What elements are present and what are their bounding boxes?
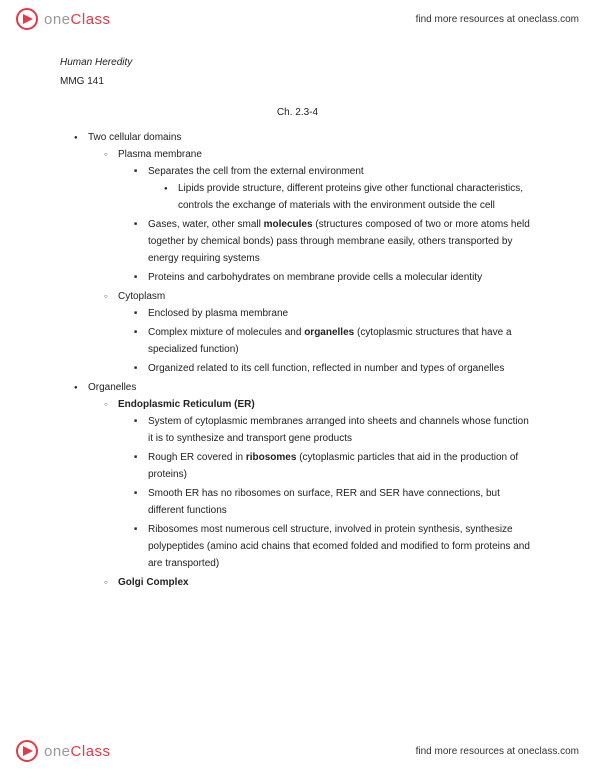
play-circle-icon <box>16 8 38 30</box>
logo-part-class: Class <box>71 743 111 760</box>
page-footer: oneClass find more resources at oneclass… <box>0 736 595 770</box>
item-text: Complex mixture of molecules and <box>148 327 304 338</box>
bold-term: Endoplasmic Reticulum (ER) <box>118 399 255 410</box>
list-level2: Plasma membrane Separates the cell from … <box>88 146 535 377</box>
list-item: Proteins and carbohydrates on membrane p… <box>148 269 535 286</box>
list-item: Organized related to its cell function, … <box>148 360 535 377</box>
list-item: Organelles Endoplasmic Reticulum (ER) Sy… <box>88 379 535 591</box>
logo-part-one: one <box>44 11 71 28</box>
doc-chapter: Ch. 2.3-4 <box>60 104 535 121</box>
list-item: Two cellular domains Plasma membrane Sep… <box>88 129 535 377</box>
list-item: Lipids provide structure, different prot… <box>178 180 535 214</box>
header-resource-link[interactable]: find more resources at oneclass.com <box>416 14 579 25</box>
list-item: Complex mixture of molecules and organel… <box>148 324 535 358</box>
play-circle-icon <box>16 740 38 762</box>
logo-part-one: one <box>44 743 71 760</box>
bold-term: Golgi Complex <box>118 577 189 588</box>
item-text: Organized related to its cell function, … <box>148 363 504 374</box>
list-item: Rough ER covered in ribosomes (cytoplasm… <box>148 449 535 483</box>
document-content: Human Heredity MMG 141 Ch. 2.3-4 Two cel… <box>0 34 595 603</box>
item-text: Gases, water, other small <box>148 219 264 230</box>
list-level2: Endoplasmic Reticulum (ER) System of cyt… <box>88 396 535 591</box>
list-level4: Lipids provide structure, different prot… <box>148 180 535 214</box>
doc-title: Human Heredity <box>60 54 535 71</box>
list-item: Separates the cell from the external env… <box>148 163 535 214</box>
item-text: Two cellular domains <box>88 132 181 143</box>
bold-term: ribosomes <box>246 452 297 463</box>
list-item: Endoplasmic Reticulum (ER) System of cyt… <box>118 396 535 572</box>
item-text: Plasma membrane <box>118 149 202 160</box>
bold-term: molecules <box>264 219 313 230</box>
item-text: Rough ER covered in <box>148 452 246 463</box>
list-level3: System of cytoplasmic membranes arranged… <box>118 413 535 572</box>
list-item: Plasma membrane Separates the cell from … <box>118 146 535 286</box>
list-item: Golgi Complex <box>118 574 535 591</box>
outline-root: Two cellular domains Plasma membrane Sep… <box>60 129 535 591</box>
doc-subtitle: MMG 141 <box>60 73 535 90</box>
logo-text: oneClass <box>44 743 111 760</box>
item-text: Separates the cell from the external env… <box>148 166 364 177</box>
item-text: Lipids provide structure, different prot… <box>178 183 523 211</box>
item-text: Ribosomes most numerous cell structure, … <box>148 524 530 569</box>
list-level3: Enclosed by plasma membrane Complex mixt… <box>118 305 535 377</box>
list-item: Smooth ER has no ribosomes on surface, R… <box>148 485 535 519</box>
page-header: oneClass find more resources at oneclass… <box>0 0 595 34</box>
logo[interactable]: oneClass <box>16 740 111 762</box>
item-text: Cytoplasm <box>118 291 165 302</box>
logo-text: oneClass <box>44 11 111 28</box>
logo[interactable]: oneClass <box>16 8 111 30</box>
list-item: System of cytoplasmic membranes arranged… <box>148 413 535 447</box>
list-item: Gases, water, other small molecules (str… <box>148 216 535 267</box>
list-item: Cytoplasm Enclosed by plasma membrane Co… <box>118 288 535 377</box>
footer-resource-link[interactable]: find more resources at oneclass.com <box>416 746 579 757</box>
item-text: System of cytoplasmic membranes arranged… <box>148 416 529 444</box>
item-text: Organelles <box>88 382 136 393</box>
logo-part-class: Class <box>71 11 111 28</box>
list-level3: Separates the cell from the external env… <box>118 163 535 286</box>
list-item: Ribosomes most numerous cell structure, … <box>148 521 535 572</box>
item-text: Smooth ER has no ribosomes on surface, R… <box>148 488 500 516</box>
item-text: Proteins and carbohydrates on membrane p… <box>148 272 482 283</box>
bold-term: organelles <box>304 327 354 338</box>
item-text: Enclosed by plasma membrane <box>148 308 288 319</box>
list-item: Enclosed by plasma membrane <box>148 305 535 322</box>
